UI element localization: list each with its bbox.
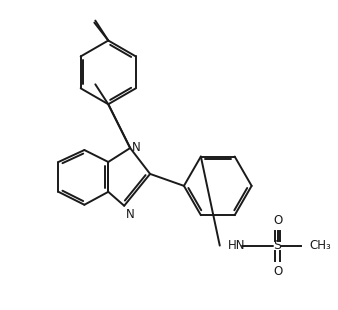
Text: N: N <box>132 140 141 153</box>
Text: O: O <box>273 264 282 277</box>
Text: HN: HN <box>228 239 245 252</box>
Text: CH₃: CH₃ <box>309 239 331 252</box>
Text: O: O <box>273 214 282 227</box>
Text: S: S <box>273 239 282 252</box>
Text: N: N <box>126 208 135 221</box>
